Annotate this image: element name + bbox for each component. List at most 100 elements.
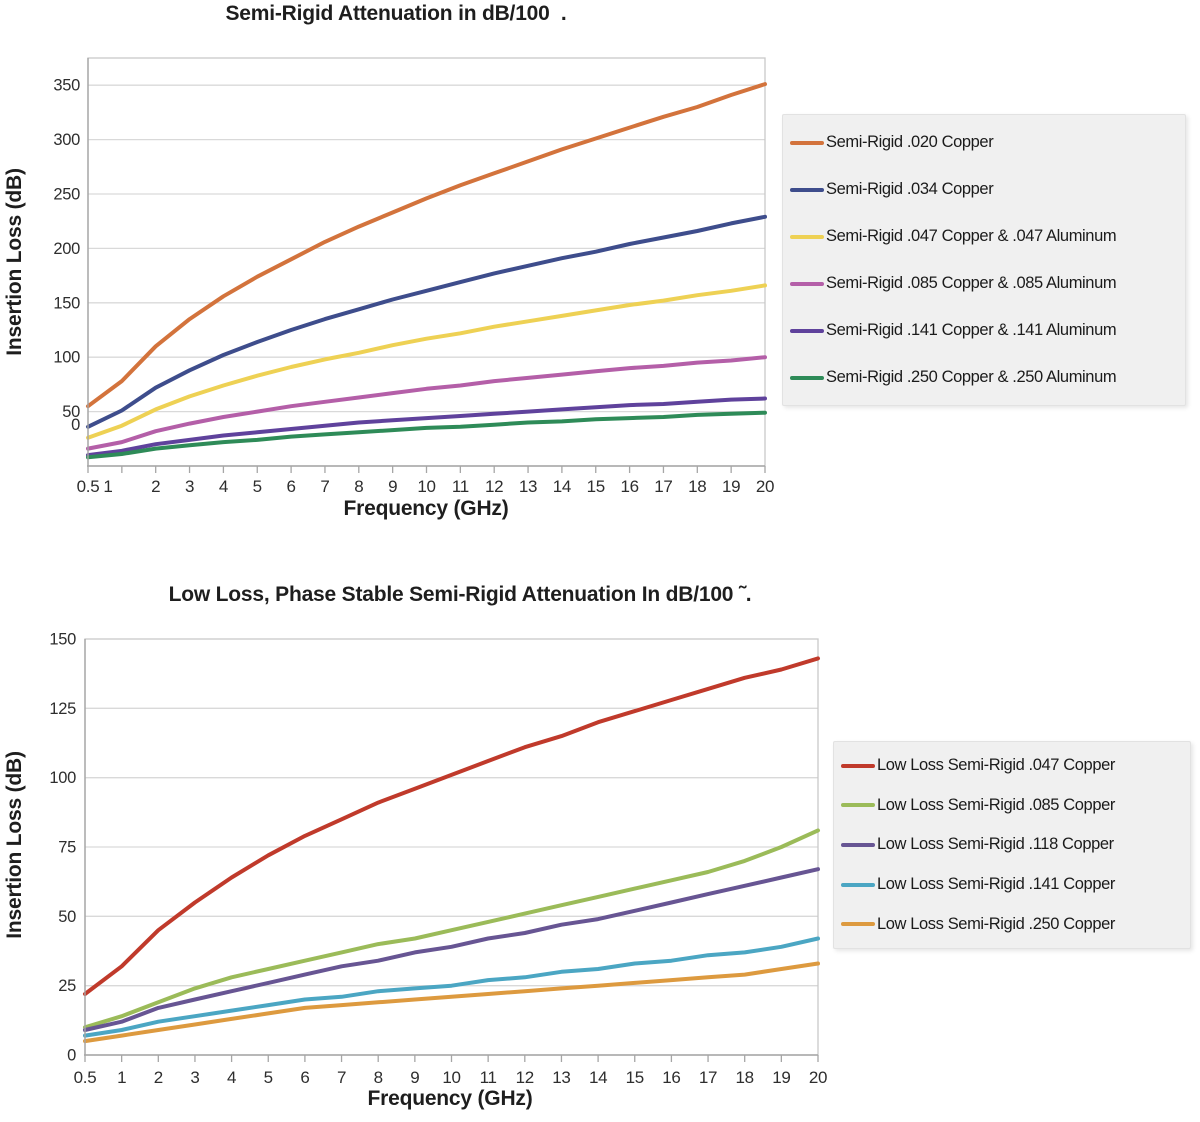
x-tick-label: 0.5 [74,1068,97,1087]
x-tick-label: 10 [442,1068,460,1087]
x-tick-label: 15 [587,477,605,496]
x-tick-label: 11 [452,477,469,496]
legend-line-swatch-icon [790,140,824,145]
x-tick-label: 0.5 [77,477,100,496]
x-tick-label: 14 [589,1068,607,1087]
x-tick-label: 3 [190,1068,199,1087]
series-line [86,214,767,429]
x-tick-label: 4 [227,1068,236,1087]
legend-line-swatch-icon [790,375,824,380]
x-tick-label: 19 [772,1068,790,1087]
x-tick-label: 12 [485,477,503,496]
legend-line-swatch-icon [790,328,824,333]
x-tick-label: 3 [185,477,194,496]
bottom-chart-title: Low Loss, Phase Stable Semi-Rigid Attenu… [168,583,752,606]
legend-line-swatch-icon [790,187,824,192]
top-chart-title: Semi-Rigid Attenuation in dB/100 . [225,2,567,25]
x-tick-label: 17 [699,1068,717,1087]
x-tick-label: 16 [620,477,638,496]
legend-label: Semi-Rigid .085 Copper & .085 Aluminum [826,274,1117,292]
legend-line-swatch-icon [841,842,875,847]
legend-label: Semi-Rigid .020 Copper [826,133,994,151]
x-tick-label: 16 [662,1068,680,1087]
legend-label: Semi-Rigid .250 Copper & .250 Aluminum [826,368,1117,386]
legend-item: Low Loss Semi-Rigid .047 Copper [841,756,1186,775]
x-tick-label: 20 [756,477,774,496]
legend-label: Semi-Rigid .047 Copper & .047 Aluminum [826,227,1117,245]
bottom-x-axis-title: Frequency (GHz) [367,1087,533,1110]
x-tick-label: 1 [117,1068,126,1087]
y-tick-label: 25 [58,977,76,995]
x-tick-label: 5 [264,1068,273,1087]
series-line [83,867,820,1032]
legend-item: Low Loss Semi-Rigid .118 Copper [841,835,1186,854]
legend-label: Low Loss Semi-Rigid .141 Copper [877,875,1115,894]
legend-line-swatch-icon [841,882,875,887]
x-tick-label: 2 [151,477,160,496]
y-tick-label: 0 [71,416,80,434]
x-tick-label: 13 [519,477,537,496]
series-line [86,283,767,440]
bottom-chart-legend: Low Loss Semi-Rigid .047 Copper Low Loss … [833,741,1191,949]
legend-label: Low Loss Semi-Rigid .047 Copper [877,756,1115,775]
series-line [86,355,767,451]
series-line [86,82,767,409]
x-tick-label: 15 [626,1068,644,1087]
x-tick-label: 6 [300,1068,309,1087]
y-tick-label: 75 [58,839,76,857]
series-line [83,828,820,1030]
series-line [83,656,820,996]
x-tick-label: 14 [553,477,571,496]
y-tick-label: 0 [67,1047,76,1065]
x-tick-label: 11 [480,1068,497,1087]
legend-item: Semi-Rigid .020 Copper [790,133,1181,152]
x-tick-label: 20 [809,1068,827,1087]
top-chart-legend: Semi-Rigid .020 Copper Semi-Rigid .034 Co… [782,114,1186,406]
y-tick-label: 100 [53,349,80,367]
y-tick-label: 250 [53,186,80,204]
legend-item: Semi-Rigid .047 Copper & .047 Aluminum [790,227,1181,246]
legend-label: Low Loss Semi-Rigid .118 Copper [877,835,1114,854]
legend-line-swatch-icon [841,763,875,768]
y-tick-label: 300 [53,131,80,149]
series-line [83,936,820,1038]
x-tick-label: 17 [654,477,672,496]
legend-item: Low Loss Semi-Rigid .141 Copper [841,875,1186,894]
y-tick-label: 150 [53,294,80,312]
y-tick-label: 125 [49,700,76,718]
x-tick-label: 8 [354,477,363,496]
legend-item: Semi-Rigid .034 Copper [790,180,1181,199]
x-tick-label: 18 [688,477,706,496]
series-line [83,961,820,1044]
top-x-axis-title: Frequency (GHz) [343,497,509,520]
legend-label: Semi-Rigid .141 Copper & .141 Aluminum [826,321,1117,339]
legend-label: Semi-Rigid .034 Copper [826,180,994,198]
legend-line-swatch-icon [841,922,875,927]
x-tick-label: 9 [410,1068,419,1087]
legend-line-swatch-icon [790,281,824,286]
legend-item: Low Loss Semi-Rigid .085 Copper [841,796,1186,815]
x-tick-label: 8 [374,1068,383,1087]
x-tick-label: 19 [722,477,740,496]
x-tick-label: 12 [516,1068,534,1087]
y-tick-label: 100 [49,769,76,787]
legend-item: Semi-Rigid .250 Copper & .250 Aluminum [790,368,1181,387]
series-line [86,396,767,458]
x-tick-label: 10 [417,477,435,496]
legend-line-swatch-icon [790,234,824,239]
x-tick-label: 6 [287,477,296,496]
bottom-y-axis-title: Insertion Loss (dB) [3,751,26,939]
x-tick-label: 13 [552,1068,570,1087]
y-tick-label: 150 [49,631,76,649]
x-tick-label: 4 [219,477,228,496]
x-tick-label: 7 [320,477,329,496]
y-tick-label: 50 [58,908,76,926]
y-tick-label: 350 [53,77,80,95]
legend-item: Semi-Rigid .141 Copper & .141 Aluminum [790,321,1181,340]
legend-item: Low Loss Semi-Rigid .250 Copper [841,915,1186,934]
series-line [86,410,767,460]
x-tick-label: 9 [388,477,397,496]
x-tick-label: 1 [103,477,112,496]
